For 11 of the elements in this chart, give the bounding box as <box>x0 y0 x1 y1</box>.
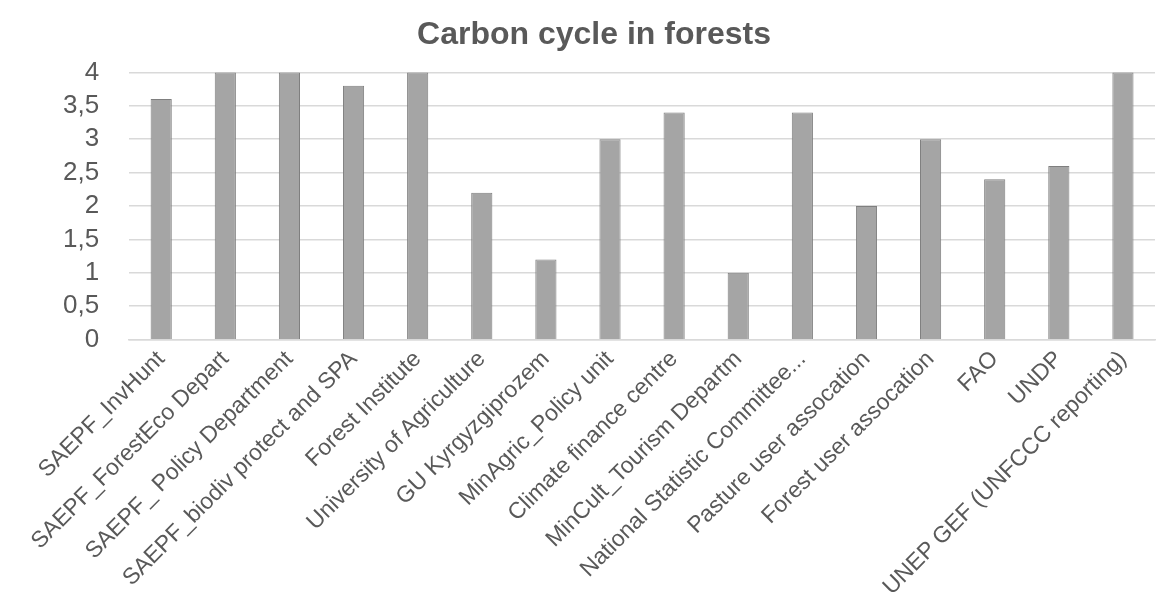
y-tick-label: 0,5 <box>62 289 100 320</box>
y-tick-label: 0 <box>84 322 100 353</box>
y-tick-label: 4 <box>84 55 100 86</box>
y-tick-label: 1,5 <box>62 222 100 253</box>
y-tick-label: 1 <box>84 256 100 286</box>
x-tick-label: FAO <box>951 345 1003 396</box>
y-tick-label: 3,5 <box>62 88 100 119</box>
y-tick-label: 2,5 <box>62 155 100 186</box>
chart-title: Carbon cycle in forests <box>417 15 771 52</box>
y-tick-label: 3 <box>84 122 100 153</box>
y-tick-label: 2 <box>84 189 100 220</box>
